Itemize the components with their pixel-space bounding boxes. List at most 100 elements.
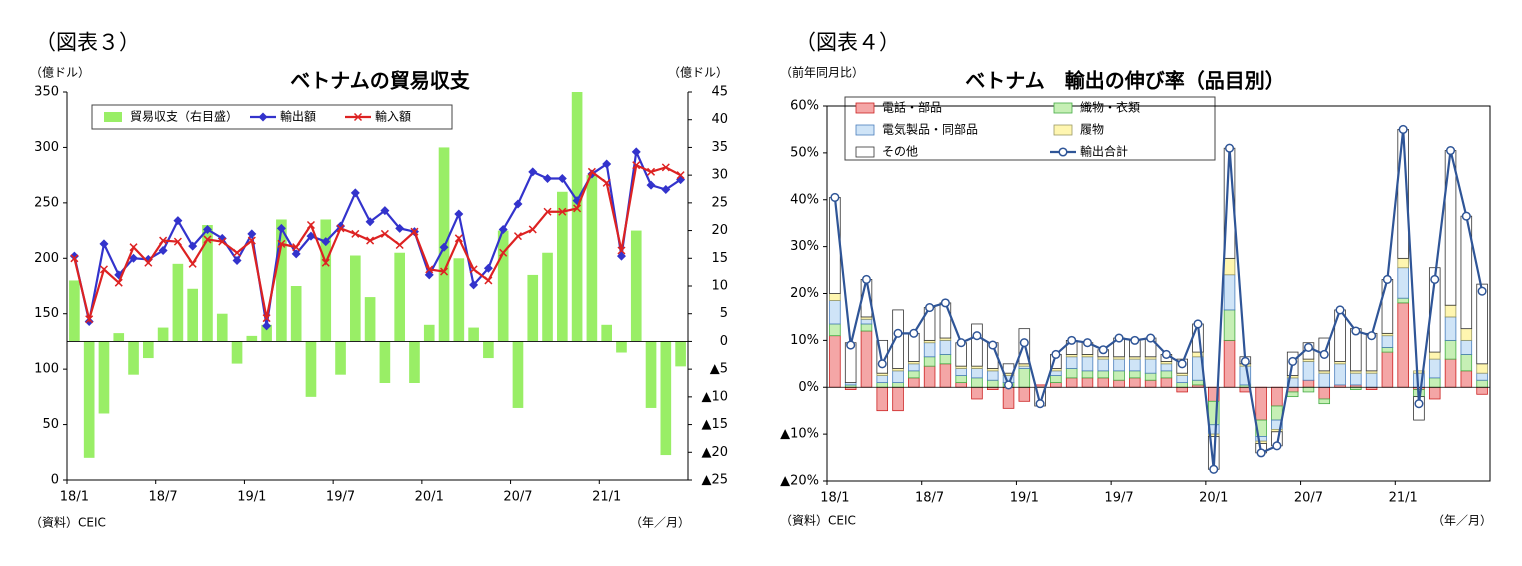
bar xyxy=(69,280,80,342)
bar-segment xyxy=(1365,372,1378,388)
bar-segment xyxy=(939,363,952,388)
marker xyxy=(1082,338,1093,348)
marker xyxy=(425,265,434,274)
marker xyxy=(350,188,360,198)
marker xyxy=(99,265,108,274)
marker xyxy=(1272,441,1282,451)
marker xyxy=(861,274,872,284)
bar xyxy=(335,341,346,375)
source: （資料）CEIC xyxy=(30,516,106,530)
marker xyxy=(395,223,405,233)
marker xyxy=(276,223,286,233)
bar-segment xyxy=(1302,361,1315,381)
bar-segment xyxy=(1176,375,1188,383)
bar-segment xyxy=(1334,363,1346,386)
bar-segment xyxy=(923,356,936,367)
marker xyxy=(1019,338,1029,348)
bar-segment xyxy=(939,354,952,365)
marker xyxy=(661,163,670,172)
bar xyxy=(675,341,686,367)
bar xyxy=(571,92,583,342)
marker xyxy=(365,217,375,227)
marker xyxy=(1209,464,1219,474)
bar-segment xyxy=(955,382,967,388)
marker xyxy=(877,359,887,369)
marker xyxy=(1477,286,1487,296)
bar-segment xyxy=(1476,283,1488,365)
line xyxy=(73,163,682,324)
bar-segment xyxy=(1255,386,1267,421)
bar xyxy=(660,341,672,456)
y2-tick-label: ▲25 xyxy=(701,473,728,488)
y-tick-label: ▲20% xyxy=(780,474,819,489)
y2-tick-label: 40 xyxy=(711,112,728,127)
marker xyxy=(454,234,463,243)
bar-segment xyxy=(1002,386,1015,409)
bar xyxy=(497,230,509,342)
marker xyxy=(1367,331,1377,341)
legend-label: 輸出合計 xyxy=(1080,144,1128,159)
bar-segment xyxy=(1271,405,1283,421)
bar-segment xyxy=(1113,370,1125,381)
bar-segment xyxy=(1428,386,1441,400)
bar-segment xyxy=(908,377,920,388)
marker xyxy=(1130,335,1140,345)
bar-segment xyxy=(1413,370,1425,374)
bar xyxy=(98,341,110,414)
bar xyxy=(349,255,361,342)
legend-swatch xyxy=(855,102,875,114)
source: （資料）CEIC xyxy=(780,514,856,528)
bar xyxy=(630,230,642,342)
bar-segment xyxy=(955,368,967,376)
bar xyxy=(586,175,598,342)
marker xyxy=(1067,335,1077,345)
bar-segment xyxy=(1318,398,1331,405)
line xyxy=(73,147,682,327)
x-tick-label: 19/7 xyxy=(326,490,355,505)
y2-tick-label: 35 xyxy=(711,140,728,155)
marker xyxy=(159,236,168,245)
bar-segment xyxy=(1081,370,1094,379)
y2-tick-label: 30 xyxy=(711,168,728,183)
bar-segment xyxy=(1397,297,1409,304)
y2-tick-label: ▲15 xyxy=(701,417,728,432)
legend-label: 電話・部品 xyxy=(882,100,942,115)
marker xyxy=(632,161,641,170)
bar xyxy=(423,324,435,342)
bar xyxy=(276,219,287,342)
bar-segment xyxy=(971,386,983,400)
marker xyxy=(1398,124,1408,134)
bar-segment xyxy=(1428,351,1441,360)
marker xyxy=(602,159,612,169)
marker xyxy=(366,236,375,245)
bar-segment xyxy=(829,197,841,294)
marker xyxy=(173,237,182,246)
y-tick-label: 40% xyxy=(790,192,819,207)
marker xyxy=(70,254,79,263)
bar-segment xyxy=(1065,377,1078,388)
bar-segment xyxy=(1176,382,1188,388)
y-tick-label: 250 xyxy=(34,195,59,210)
bar xyxy=(394,252,406,342)
marker xyxy=(1414,399,1424,409)
bar-segment xyxy=(1302,379,1315,388)
bar xyxy=(483,341,494,359)
marker xyxy=(69,251,79,261)
marker xyxy=(1058,147,1068,157)
bar-segment xyxy=(860,330,873,388)
marker xyxy=(188,241,198,251)
y-unit: （億ドル） xyxy=(30,66,90,80)
legend-label: 輸出額 xyxy=(280,109,316,124)
bar-segment xyxy=(892,370,904,383)
bar-segment xyxy=(1397,267,1409,299)
bar-segment xyxy=(1428,267,1441,353)
bar xyxy=(556,191,568,342)
y2-tick-label: ▲20 xyxy=(701,445,728,460)
bar-segment xyxy=(829,300,841,325)
marker xyxy=(988,340,998,350)
bar-segment xyxy=(1286,386,1299,393)
marker xyxy=(661,185,671,195)
marker xyxy=(202,224,212,234)
marker xyxy=(587,167,596,176)
bar-segment xyxy=(1476,379,1488,388)
